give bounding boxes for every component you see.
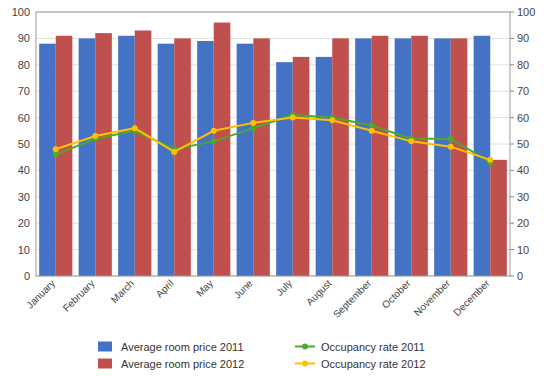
- bar: [395, 38, 412, 276]
- bar: [174, 38, 191, 276]
- line-marker: [369, 128, 375, 134]
- y-tick-label: 0: [24, 270, 30, 282]
- y2-tick: [510, 12, 514, 13]
- y2-tick: [510, 170, 514, 171]
- y2-tick-label: 10: [517, 244, 529, 256]
- y2-tick: [510, 223, 514, 224]
- bar: [253, 38, 270, 276]
- y2-tick: [510, 196, 514, 197]
- y-tick-label: 50: [18, 138, 30, 150]
- line-marker: [487, 157, 493, 163]
- bar: [332, 38, 349, 276]
- y-tick-label: 20: [18, 217, 30, 229]
- x-tick-label: February: [61, 278, 97, 314]
- bar: [95, 33, 112, 276]
- line-marker: [250, 125, 256, 131]
- x-tick-label: June: [232, 277, 255, 300]
- x-tick-label: May: [194, 278, 215, 299]
- x-tick-label: March: [109, 278, 136, 305]
- y2-tick-label: 60: [517, 112, 529, 124]
- bar: [237, 44, 254, 276]
- y2-tick-label: 90: [517, 32, 529, 44]
- bar: [197, 41, 214, 276]
- line-marker: [53, 146, 59, 152]
- bar: [293, 57, 310, 276]
- legend-label: Average room price 2012: [121, 358, 244, 370]
- legend-label: Average room price 2011: [121, 341, 244, 353]
- legend-label: Occupancy rate 2012: [321, 358, 426, 370]
- legend-marker: [302, 344, 308, 350]
- line-marker: [211, 138, 217, 144]
- legend: Average room price 2011 Average room pric…: [98, 341, 426, 370]
- x-tick-label: September: [331, 277, 374, 320]
- x-tick-label: August: [304, 277, 334, 307]
- bar: [135, 30, 152, 276]
- legend-swatch: [98, 359, 112, 369]
- y2-tick-label: 50: [517, 138, 529, 150]
- x-tick-label: November: [412, 277, 453, 318]
- y2-tick-label: 80: [517, 59, 529, 71]
- plot-area: [39, 23, 507, 276]
- bar: [158, 44, 175, 276]
- line-marker: [53, 152, 59, 158]
- y-tick-label: 90: [18, 32, 30, 44]
- y-tick-label: 100: [12, 6, 30, 18]
- y2-tick: [510, 144, 514, 145]
- y-tick-label: 70: [18, 85, 30, 97]
- line-marker: [408, 138, 414, 144]
- line-marker: [92, 133, 98, 139]
- legend-marker: [302, 361, 308, 367]
- y2-tick-label: 70: [517, 85, 529, 97]
- bar: [372, 36, 389, 276]
- bar: [411, 36, 428, 276]
- bar: [490, 160, 507, 276]
- line: [56, 115, 491, 163]
- line-marker: [448, 136, 454, 142]
- legend-swatch: [98, 342, 112, 352]
- line-marker: [250, 120, 256, 126]
- y2-tick-label: 100: [517, 6, 535, 18]
- y-tick-label: 80: [18, 59, 30, 71]
- y-tick-label: 10: [18, 244, 30, 256]
- bar: [214, 23, 231, 276]
- y-tick-label: 60: [18, 112, 30, 124]
- y2-tick-label: 0: [517, 270, 523, 282]
- line-marker: [369, 123, 375, 129]
- x-tick-label: January: [24, 278, 57, 311]
- x-tick-label: April: [154, 278, 176, 300]
- bar: [118, 36, 135, 276]
- chart: 0 10 20 30 40 50 60 70 80 90 100 0 10 20 30 40 50 60 70 80 9…: [0, 0, 546, 376]
- y2-tick-label: 40: [517, 164, 529, 176]
- bar: [276, 62, 293, 276]
- y-tick-label: 40: [18, 164, 30, 176]
- line-marker: [290, 115, 296, 121]
- y2-tick: [510, 38, 514, 39]
- y2-tick-label: 30: [517, 191, 529, 203]
- line: [56, 118, 491, 160]
- y2-tick: [510, 249, 514, 250]
- line-marker: [132, 125, 138, 131]
- y2-tick-label: 20: [517, 217, 529, 229]
- y2-tick: [510, 64, 514, 65]
- bar: [39, 44, 56, 276]
- bar: [316, 57, 333, 276]
- y-tick-label: 30: [18, 191, 30, 203]
- y2-tick: [510, 91, 514, 92]
- line-marker: [211, 128, 217, 134]
- line-marker: [448, 144, 454, 150]
- line-marker: [171, 149, 177, 155]
- x-tick-label: December: [451, 277, 492, 318]
- legend-label: Occupancy rate 2011: [321, 341, 425, 353]
- plot-frame: [36, 12, 510, 276]
- bar: [79, 38, 96, 276]
- bar: [434, 38, 451, 276]
- bar: [355, 38, 372, 276]
- x-tick-label: October: [380, 277, 413, 310]
- y2-tick: [510, 276, 514, 277]
- x-tick-label: July: [274, 278, 294, 298]
- line-marker: [329, 117, 335, 123]
- bar: [451, 38, 468, 276]
- y2-tick: [510, 117, 514, 118]
